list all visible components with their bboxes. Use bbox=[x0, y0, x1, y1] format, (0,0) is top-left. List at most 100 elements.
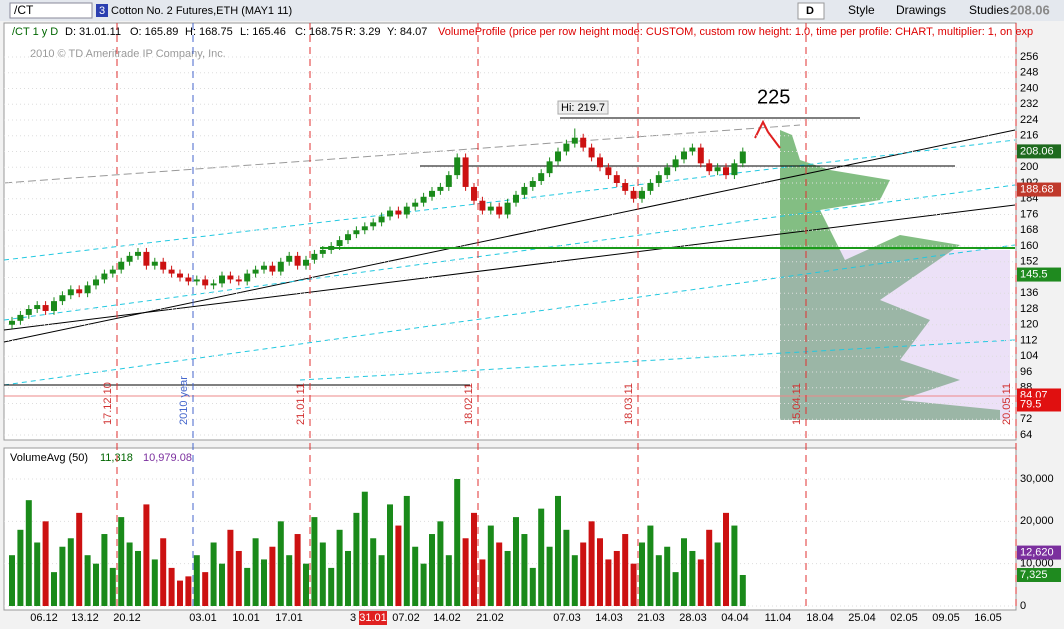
period-box[interactable] bbox=[797, 2, 825, 20]
candle-body bbox=[504, 202, 511, 215]
volume-bar bbox=[403, 495, 410, 606]
price-tag bbox=[1017, 397, 1061, 412]
candle-body bbox=[185, 277, 192, 282]
period: D bbox=[806, 5, 814, 17]
candle-body bbox=[361, 226, 368, 231]
volume-bar bbox=[723, 512, 729, 606]
candle-body bbox=[101, 273, 108, 280]
y-tick-label: 168 bbox=[1020, 224, 1038, 236]
candle-body bbox=[168, 269, 175, 274]
y-tick-label: 256 bbox=[1020, 51, 1038, 63]
volume-bar bbox=[672, 572, 679, 606]
y-tick-label: 104 bbox=[1020, 350, 1038, 362]
candle-body bbox=[706, 163, 713, 172]
candle-body bbox=[202, 279, 209, 286]
volume-bar bbox=[580, 542, 587, 606]
volume-bar bbox=[504, 550, 511, 606]
price-tag bbox=[1017, 144, 1061, 159]
volume-tag bbox=[1017, 567, 1061, 582]
volume-bar bbox=[445, 555, 452, 606]
volume-bar bbox=[93, 563, 99, 606]
y-tick-label: 64 bbox=[1020, 429, 1032, 441]
link-box[interactable] bbox=[96, 4, 108, 17]
copyright: 2010 © TD Ameritrade IP Company, Inc. bbox=[30, 48, 226, 60]
x-tick-label: 31.01 bbox=[359, 612, 387, 624]
candle-body bbox=[42, 305, 49, 311]
drawings-button[interactable]: Drawings bbox=[896, 3, 946, 17]
volume-bar bbox=[311, 517, 318, 606]
x-tick-label: 03.01 bbox=[189, 612, 217, 624]
x-tick-label: 13.12 bbox=[71, 612, 99, 624]
y-tick-label: 248 bbox=[1020, 67, 1038, 79]
y-tick-label: 72 bbox=[1020, 413, 1032, 425]
date-marker-label: 21.01.11 bbox=[295, 383, 307, 425]
volume-bar bbox=[697, 559, 704, 606]
volume-bar bbox=[67, 538, 74, 606]
y-tick-label: 152 bbox=[1020, 256, 1038, 268]
volume-bar bbox=[244, 567, 251, 606]
arrow bbox=[754, 119, 781, 149]
volume-bar bbox=[294, 534, 301, 606]
volume-bar bbox=[42, 521, 49, 606]
x-tick-label: 21.02 bbox=[476, 612, 504, 624]
candle-body bbox=[126, 255, 133, 262]
candle-body bbox=[580, 137, 587, 148]
date-marker-label: 2010 year bbox=[178, 376, 190, 425]
volume-bar bbox=[235, 550, 242, 606]
candle-body bbox=[655, 175, 662, 183]
volume-bar bbox=[202, 572, 209, 606]
x-tick-label: 16.05 bbox=[974, 612, 1002, 624]
candle-body bbox=[25, 309, 32, 315]
symbol-box[interactable] bbox=[9, 2, 93, 19]
volume-bar bbox=[34, 542, 41, 606]
trend-line bbox=[3, 129, 1016, 343]
date-highlight bbox=[359, 611, 387, 625]
candle-body bbox=[9, 320, 15, 325]
x-tick-label: 04.04 bbox=[721, 612, 749, 624]
x-tick-label: 21.03 bbox=[637, 612, 665, 624]
studies-button[interactable]: Studies bbox=[969, 3, 1009, 17]
candle-body bbox=[345, 234, 351, 241]
volume-bar bbox=[420, 563, 427, 606]
volume-bar bbox=[319, 542, 326, 606]
volume-bar bbox=[193, 555, 200, 606]
volume-bar bbox=[706, 529, 713, 606]
volume-bar bbox=[168, 567, 175, 606]
candle-body bbox=[135, 251, 141, 256]
y-tick-label: 96 bbox=[1020, 366, 1032, 378]
candle-body bbox=[370, 222, 377, 227]
x-tick-label: 07.02 bbox=[392, 612, 420, 624]
trend-line bbox=[3, 124, 801, 184]
x-tick-label: 14.02 bbox=[433, 612, 461, 624]
candle-body bbox=[723, 167, 729, 176]
candle-body bbox=[143, 251, 150, 266]
volume-bar bbox=[655, 555, 662, 606]
volume-bar bbox=[361, 491, 368, 606]
style-button[interactable]: Style bbox=[848, 3, 875, 17]
y-tick-label: 128 bbox=[1020, 303, 1038, 315]
candle-body bbox=[731, 163, 738, 176]
candle-body bbox=[235, 279, 242, 282]
volume-bar bbox=[269, 546, 276, 606]
volume-tag-label: 12,620 bbox=[1020, 546, 1054, 558]
candle-body bbox=[67, 289, 74, 296]
y-tick-label: 216 bbox=[1020, 130, 1038, 142]
candle-body bbox=[445, 175, 452, 187]
candle-body bbox=[252, 269, 259, 274]
date-marker-label: 15.04.11 bbox=[791, 383, 803, 425]
x-tick-label: 02.05 bbox=[890, 612, 918, 624]
candle-body bbox=[34, 305, 41, 309]
volume-bar bbox=[286, 555, 293, 606]
value-area bbox=[780, 250, 1010, 420]
info-7: Y: 84.07 bbox=[387, 26, 427, 38]
volume-bar bbox=[177, 580, 183, 606]
candle-body bbox=[487, 206, 494, 211]
volume-bar bbox=[487, 525, 494, 606]
x-tick-label: 09.05 bbox=[932, 612, 960, 624]
y-tick-label: 240 bbox=[1020, 82, 1038, 94]
volume-bar bbox=[118, 517, 125, 606]
volume-bar bbox=[252, 538, 259, 606]
volume-bar bbox=[647, 525, 654, 606]
candle-body bbox=[118, 261, 125, 270]
candle-body bbox=[277, 261, 284, 272]
